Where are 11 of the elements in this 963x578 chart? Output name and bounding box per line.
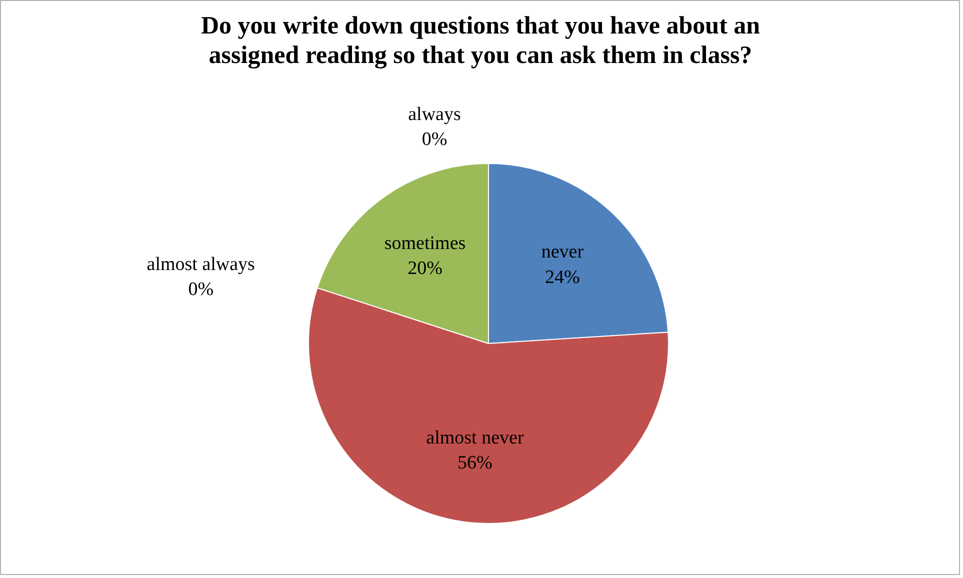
slice-label: sometimes	[384, 233, 466, 254]
chart-title: Do you write down questions that you have about an assigned reading so that you can ask them in class?	[200, 12, 760, 70]
data-label: 20%	[408, 258, 443, 280]
text: 0%	[188, 279, 214, 300]
text: 0%	[422, 129, 448, 150]
category-label: almost always	[146, 254, 255, 275]
data-label: 56%	[458, 452, 493, 474]
data-label: 24%	[545, 266, 580, 288]
slice-label: never	[541, 242, 584, 263]
category-label: always	[408, 104, 461, 125]
slice-label: almost never	[426, 428, 524, 449]
